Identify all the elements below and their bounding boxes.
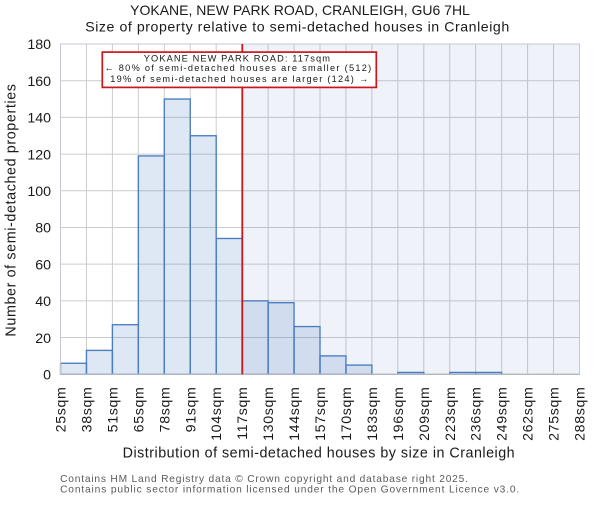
svg-text:0: 0 xyxy=(43,367,51,383)
svg-text:Distribution of semi-detached: Distribution of semi-detached houses by … xyxy=(123,446,515,462)
svg-text:160: 160 xyxy=(27,74,51,90)
svg-text:196sqm: 196sqm xyxy=(391,387,407,441)
svg-text:117sqm: 117sqm xyxy=(235,387,251,440)
svg-text:65sqm: 65sqm xyxy=(131,387,147,433)
svg-text:25sqm: 25sqm xyxy=(54,387,70,433)
svg-text:19% of semi-detached houses ar: 19% of semi-detached houses are larger (… xyxy=(110,74,369,84)
svg-text:Contains public sector informa: Contains public sector information licen… xyxy=(60,485,520,496)
svg-text:40: 40 xyxy=(35,294,51,310)
svg-text:91sqm: 91sqm xyxy=(183,387,199,433)
svg-text:104sqm: 104sqm xyxy=(209,387,225,441)
svg-text:275sqm: 275sqm xyxy=(547,387,563,441)
svg-text:223sqm: 223sqm xyxy=(443,387,459,441)
svg-text:236sqm: 236sqm xyxy=(469,387,485,441)
svg-text:YOKANE, NEW PARK ROAD, CRANLEI: YOKANE, NEW PARK ROAD, CRANLEIGH, GU6 7H… xyxy=(130,2,470,18)
svg-text:51sqm: 51sqm xyxy=(105,387,121,433)
svg-text:80: 80 xyxy=(35,221,51,237)
svg-text:288sqm: 288sqm xyxy=(573,387,589,441)
svg-text:262sqm: 262sqm xyxy=(521,387,537,441)
svg-text:100: 100 xyxy=(27,184,51,200)
svg-text:38sqm: 38sqm xyxy=(79,387,95,433)
svg-text:249sqm: 249sqm xyxy=(495,387,511,441)
svg-text:183sqm: 183sqm xyxy=(365,387,381,441)
svg-text:Contains HM Land Registry data: Contains HM Land Registry data © Crown c… xyxy=(60,474,469,485)
svg-text:← 80% of semi-detached houses: ← 80% of semi-detached houses are smalle… xyxy=(104,63,372,73)
svg-text:78sqm: 78sqm xyxy=(157,387,173,433)
svg-text:170sqm: 170sqm xyxy=(339,387,355,441)
svg-text:20: 20 xyxy=(35,331,51,347)
svg-text:Size of property relative to s: Size of property relative to semi-detach… xyxy=(85,19,510,35)
svg-text:140: 140 xyxy=(27,111,51,127)
svg-text:YOKANE NEW PARK ROAD: 117sqm: YOKANE NEW PARK ROAD: 117sqm xyxy=(144,53,331,63)
svg-text:180: 180 xyxy=(27,37,51,53)
svg-text:209sqm: 209sqm xyxy=(417,387,433,441)
svg-text:157sqm: 157sqm xyxy=(313,387,329,441)
svg-text:Number of semi-detached proper: Number of semi-detached properties xyxy=(4,83,20,336)
svg-text:144sqm: 144sqm xyxy=(287,387,303,441)
svg-text:120: 120 xyxy=(27,147,51,163)
svg-text:130sqm: 130sqm xyxy=(261,387,277,441)
svg-text:60: 60 xyxy=(35,257,51,273)
